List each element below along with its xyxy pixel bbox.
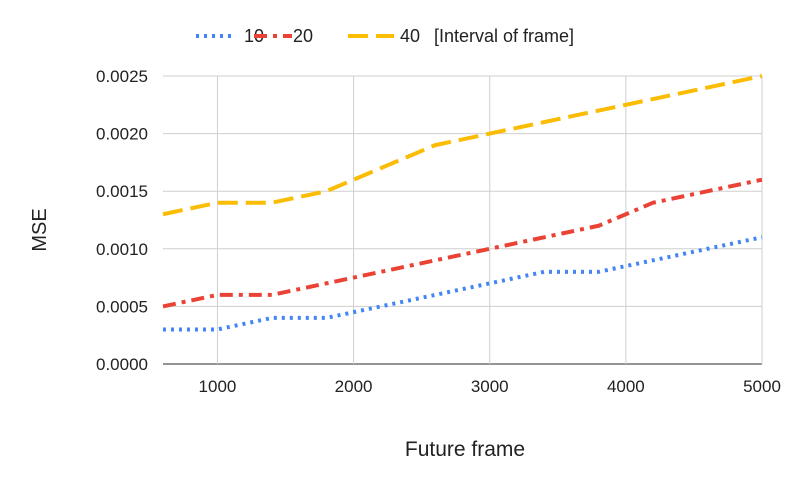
- x-axis-title: Future frame: [405, 438, 525, 461]
- x-tick-label: 2000: [335, 377, 373, 396]
- legend-label: 40: [400, 26, 420, 46]
- y-tick-label: 0.0000: [96, 355, 148, 374]
- x-tick-label: 5000: [743, 377, 781, 396]
- y-tick-label: 0.0005: [96, 297, 148, 316]
- x-tick-label: 4000: [607, 377, 645, 396]
- series-line-20: [162, 177, 763, 309]
- gridlines: [163, 75, 763, 365]
- x-tick-label: 1000: [199, 377, 237, 396]
- y-tick-label: 0.0010: [96, 240, 148, 259]
- legend: 10 20 40 [Interval of frame]: [196, 26, 574, 46]
- y-tick-label: 0.0015: [96, 182, 148, 201]
- y-tick-label: 0.0020: [96, 125, 148, 144]
- legend-label: 20: [293, 26, 313, 46]
- x-tick-label: 3000: [471, 377, 509, 396]
- legend-title: [Interval of frame]: [434, 26, 574, 46]
- y-tick-label: 0.0025: [96, 67, 148, 86]
- series-line-40: [162, 74, 763, 217]
- axes: 0.0000 0.0005 0.0010 0.0015 0.0020 0.0025 1000…: [96, 67, 781, 396]
- y-axis-title: MSE: [29, 208, 51, 251]
- series-lines: [162, 74, 763, 332]
- series-line-10: [163, 235, 763, 332]
